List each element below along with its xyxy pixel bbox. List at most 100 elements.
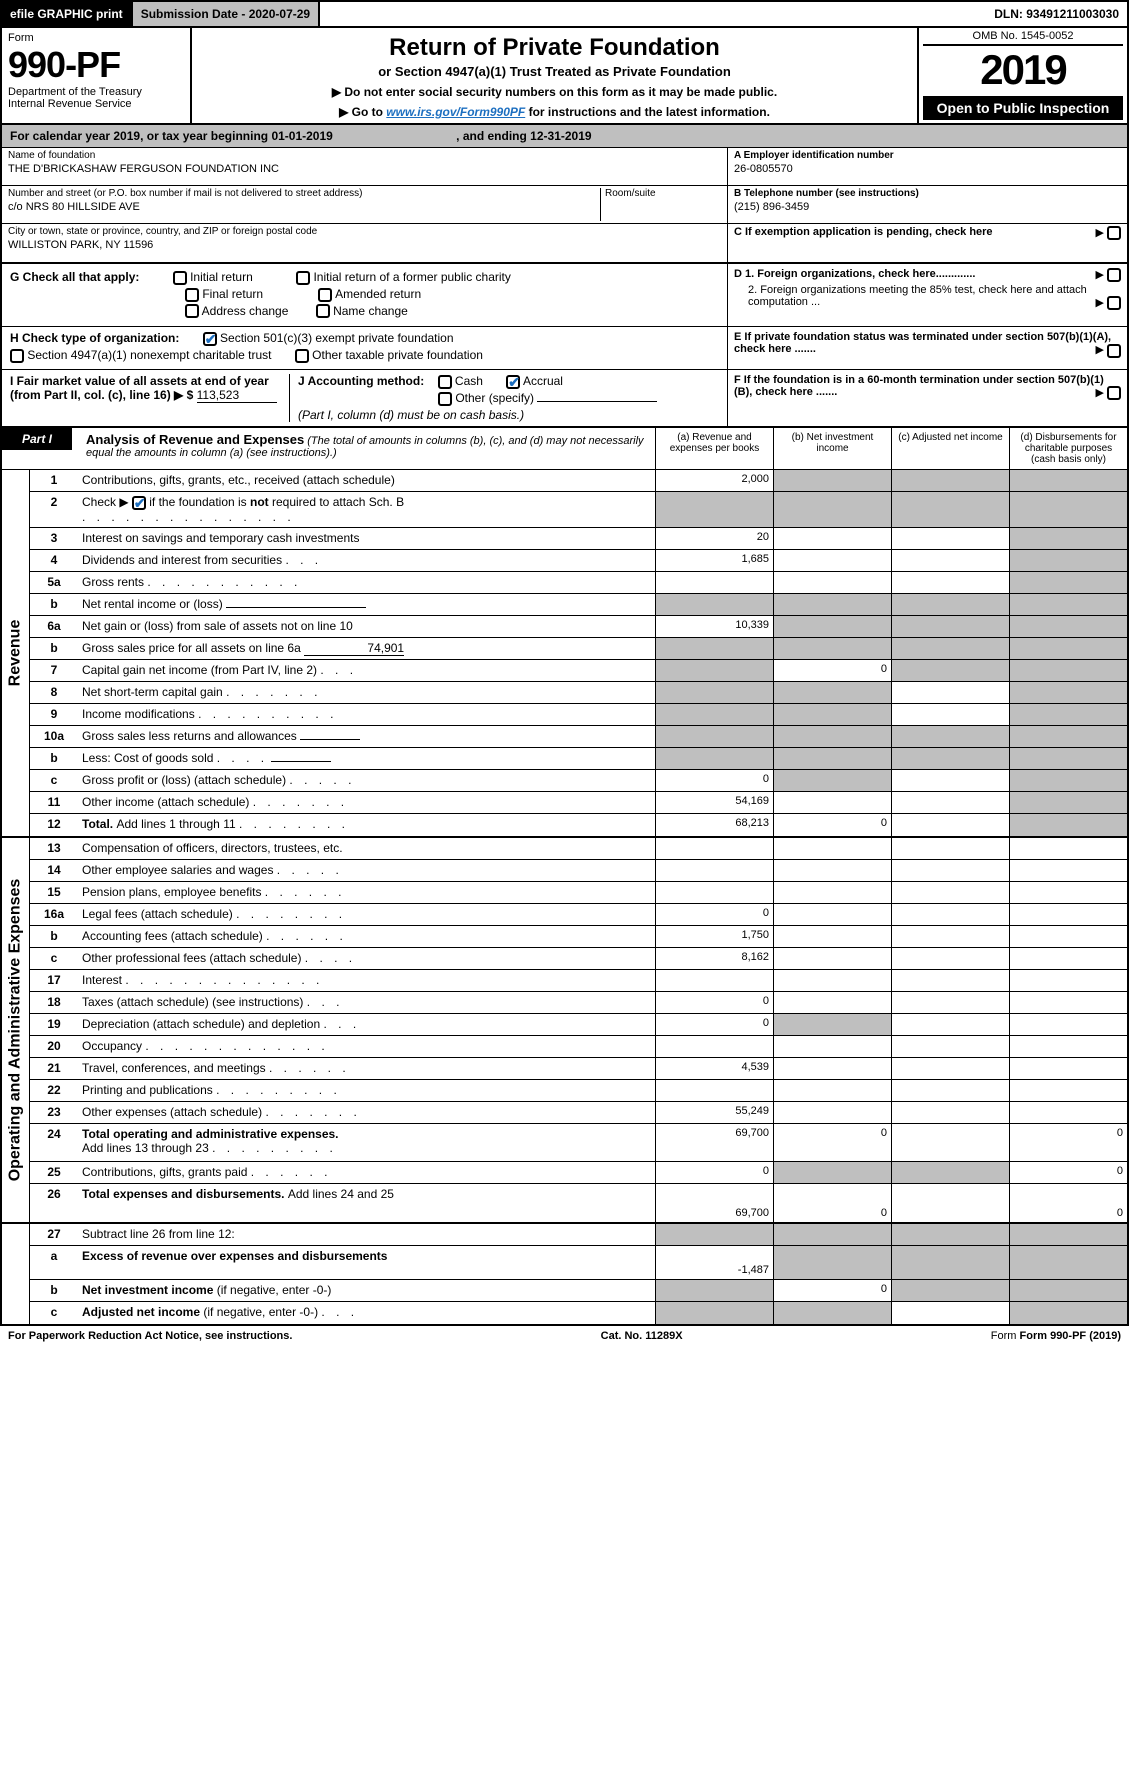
part-tab: Part I [2, 428, 72, 450]
line-26: 26Total expenses and disbursements. Add … [30, 1184, 1127, 1222]
line-20: 20Occupancy . . . . . . . . . . . . . [30, 1036, 1127, 1058]
cb-501c3[interactable] [203, 332, 217, 346]
line-10b: bLess: Cost of goods sold . . . . [30, 748, 1127, 770]
part1-title: Analysis of Revenue and Expenses [86, 432, 304, 447]
ein-row: A Employer identification number 26-0805… [728, 148, 1127, 186]
expenses-table: Operating and Administrative Expenses 13… [0, 838, 1129, 1224]
cb-address-change[interactable] [185, 304, 199, 318]
header-right: OMB No. 1545-0052 2019 Open to Public In… [917, 28, 1127, 123]
instr-2: ▶ Go to www.irs.gov/Form990PF for instru… [202, 105, 907, 119]
cb-e[interactable] [1107, 344, 1121, 358]
line-19: 19Depreciation (attach schedule) and dep… [30, 1014, 1127, 1036]
cb-sch-b[interactable] [132, 496, 146, 510]
cb-accrual[interactable] [506, 375, 520, 389]
tax-year: 2019 [923, 46, 1123, 94]
footer-cat: Cat. No. 11289X [292, 1330, 990, 1342]
instr-1: ▶ Do not enter social security numbers o… [202, 85, 907, 99]
cb-4947a1[interactable] [10, 349, 24, 363]
line-10c: cGross profit or (loss) (attach schedule… [30, 770, 1127, 792]
line-7: 7Capital gain net income (from Part IV, … [30, 660, 1127, 682]
open-public-badge: Open to Public Inspection [923, 96, 1123, 120]
efile-label: efile GRAPHIC print [2, 2, 133, 26]
box-g-label: G Check all that apply: [10, 270, 139, 284]
page-footer: For Paperwork Reduction Act Notice, see … [0, 1326, 1129, 1346]
box-e: E If private foundation status was termi… [727, 327, 1127, 369]
exemption-row: C If exemption application is pending, c… [728, 224, 1127, 262]
dln: DLN: 93491211003030 [986, 7, 1127, 21]
box-g-d: G Check all that apply: Initial return I… [0, 264, 1129, 327]
col-d-head: (d) Disbursements for charitable purpose… [1009, 428, 1127, 469]
irs-link[interactable]: www.irs.gov/Form990PF [386, 105, 525, 119]
line-27a: aExcess of revenue over expenses and dis… [30, 1246, 1127, 1280]
form-number: 990-PF [8, 44, 184, 86]
line-25: 25Contributions, gifts, grants paid . . … [30, 1162, 1127, 1184]
dept-label: Department of the Treasury [8, 86, 184, 98]
submission-date: Submission Date - 2020-07-29 [133, 2, 320, 26]
street-address: c/o NRS 80 HILLSIDE AVE [8, 199, 596, 213]
net-table: 27Subtract line 26 from line 12: aExcess… [0, 1224, 1129, 1326]
checkbox-c[interactable] [1107, 226, 1121, 240]
line-8: 8Net short-term capital gain . . . . . .… [30, 682, 1127, 704]
part1-header-row: Part I Analysis of Revenue and Expenses … [0, 428, 1129, 470]
cb-d2[interactable] [1107, 296, 1121, 310]
address-row: Number and street (or P.O. box number if… [2, 186, 727, 224]
fmv-value: 113,523 [197, 388, 277, 403]
footer-left: For Paperwork Reduction Act Notice, see … [8, 1330, 292, 1342]
line-16a: 16aLegal fees (attach schedule) . . . . … [30, 904, 1127, 926]
line-6b: bGross sales price for all assets on lin… [30, 638, 1127, 660]
box-j-note: (Part I, column (d) must be on cash basi… [298, 408, 719, 422]
ein-value: 26-0805570 [734, 161, 1121, 175]
irs-label: Internal Revenue Service [8, 98, 184, 110]
col-a-head: (a) Revenue and expenses per books [655, 428, 773, 469]
cb-other-method[interactable] [438, 392, 452, 406]
line-3: 3Interest on savings and temporary cash … [30, 528, 1127, 550]
line-18: 18Taxes (attach schedule) (see instructi… [30, 992, 1127, 1014]
line-27b: bNet investment income (if negative, ent… [30, 1280, 1127, 1302]
revenue-side-label: Revenue [2, 470, 30, 836]
foundation-name-row: Name of foundation THE D'BRICKASHAW FERG… [2, 148, 727, 186]
line-9: 9Income modifications . . . . . . . . . … [30, 704, 1127, 726]
calendar-year-row: For calendar year 2019, or tax year begi… [0, 125, 1129, 147]
top-bar: efile GRAPHIC print Submission Date - 20… [0, 0, 1129, 28]
line-16b: bAccounting fees (attach schedule) . . .… [30, 926, 1127, 948]
box-i-j-f: I Fair market value of all assets at end… [0, 370, 1129, 428]
box-h-e: H Check type of organization: Section 50… [0, 327, 1129, 370]
line-14: 14Other employee salaries and wages . . … [30, 860, 1127, 882]
cb-initial-former[interactable] [296, 271, 310, 285]
expenses-side-label: Operating and Administrative Expenses [2, 838, 30, 1222]
line-4: 4Dividends and interest from securities … [30, 550, 1127, 572]
form-title: Return of Private Foundation [202, 34, 907, 62]
line-16c: cOther professional fees (attach schedul… [30, 948, 1127, 970]
line-27: 27Subtract line 26 from line 12: [30, 1224, 1127, 1246]
cb-name-change[interactable] [316, 304, 330, 318]
revenue-table: Revenue 1Contributions, gifts, grants, e… [0, 470, 1129, 838]
line-12: 12Total. Add lines 1 through 11 . . . . … [30, 814, 1127, 836]
form-subtitle: or Section 4947(a)(1) Trust Treated as P… [202, 64, 907, 79]
box-j-label: J Accounting method: [298, 374, 424, 388]
line-5b: bNet rental income or (loss) [30, 594, 1127, 616]
cb-amended[interactable] [318, 288, 332, 302]
cb-cash[interactable] [438, 375, 452, 389]
cb-f[interactable] [1107, 386, 1121, 400]
line-6a: 6aNet gain or (loss) from sale of assets… [30, 616, 1127, 638]
line-11: 11Other income (attach schedule) . . . .… [30, 792, 1127, 814]
line-1: 1Contributions, gifts, grants, etc., rec… [30, 470, 1127, 492]
cb-initial-return[interactable] [173, 271, 187, 285]
city-row: City or town, state or province, country… [2, 224, 727, 262]
line-5a: 5aGross rents . . . . . . . . . . . [30, 572, 1127, 594]
line-27c: cAdjusted net income (if negative, enter… [30, 1302, 1127, 1324]
entity-info: Name of foundation THE D'BRICKASHAW FERG… [0, 147, 1129, 264]
phone-row: B Telephone number (see instructions) (2… [728, 186, 1127, 224]
box-f: F If the foundation is in a 60-month ter… [727, 370, 1127, 426]
line-23: 23Other expenses (attach schedule) . . .… [30, 1102, 1127, 1124]
cb-final-return[interactable] [185, 288, 199, 302]
line-17: 17Interest . . . . . . . . . . . . . . [30, 970, 1127, 992]
line-13: 13Compensation of officers, directors, t… [30, 838, 1127, 860]
form-header: Form 990-PF Department of the Treasury I… [0, 28, 1129, 125]
box-d: D 1. Foreign organizations, check here..… [727, 264, 1127, 326]
cb-d1[interactable] [1107, 268, 1121, 282]
cb-other-taxable[interactable] [295, 349, 309, 363]
header-center: Return of Private Foundation or Section … [192, 28, 917, 123]
form-word: Form [8, 32, 184, 44]
line-21: 21Travel, conferences, and meetings . . … [30, 1058, 1127, 1080]
